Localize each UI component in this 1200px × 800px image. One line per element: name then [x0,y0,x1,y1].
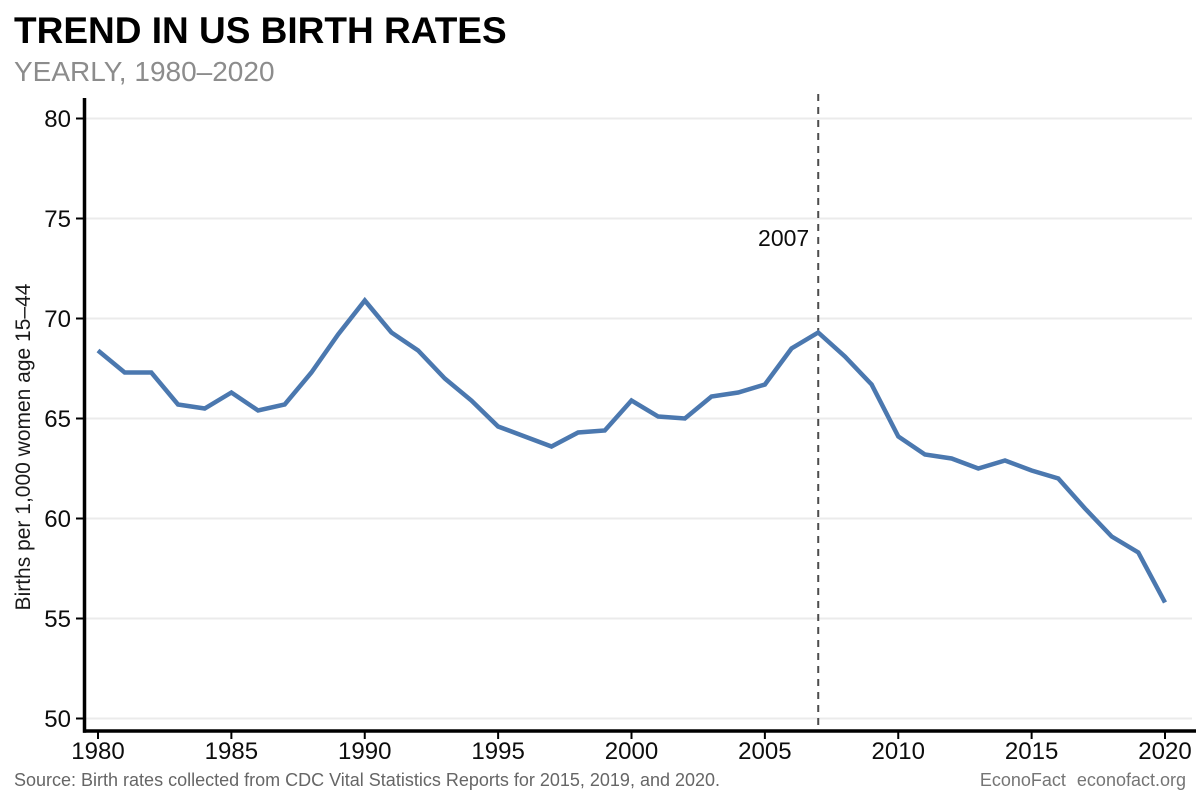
y-tick-label: 70 [44,306,71,333]
footer-brand: EconoFact econofact.org [980,770,1186,791]
y-axis-label: Births per 1,000 women age 15–44 [12,283,35,610]
x-tick-label: 1980 [71,738,124,765]
source-note: Source: Birth rates collected from CDC V… [14,770,721,790]
y-tick-label: 75 [44,206,71,233]
chart-title: TREND IN US BIRTH RATES [14,10,507,51]
annotation-2007-label: 2007 [758,225,809,251]
y-tick-label: 50 [44,706,71,733]
x-tick-label: 2005 [738,738,791,765]
x-tick-label: 1990 [338,738,391,765]
x-tick-label: 1985 [205,738,258,765]
x-tick-label: 2020 [1138,738,1191,765]
x-tick-label: 2010 [872,738,925,765]
x-tick-label: 2015 [1005,738,1058,765]
x-tick-label: 1995 [471,738,524,765]
chart-subtitle: YEARLY, 1980–2020 [14,56,275,87]
brand-name: EconoFact [979,770,1066,790]
y-tick-label: 65 [44,406,71,433]
y-tick-label: 55 [44,606,71,633]
y-tick-label: 60 [44,506,71,533]
x-tick-label: 2000 [605,738,658,765]
brand-site: econofact.org [1076,770,1186,790]
y-tick-label: 80 [44,106,71,133]
trend-line [96,296,1167,604]
